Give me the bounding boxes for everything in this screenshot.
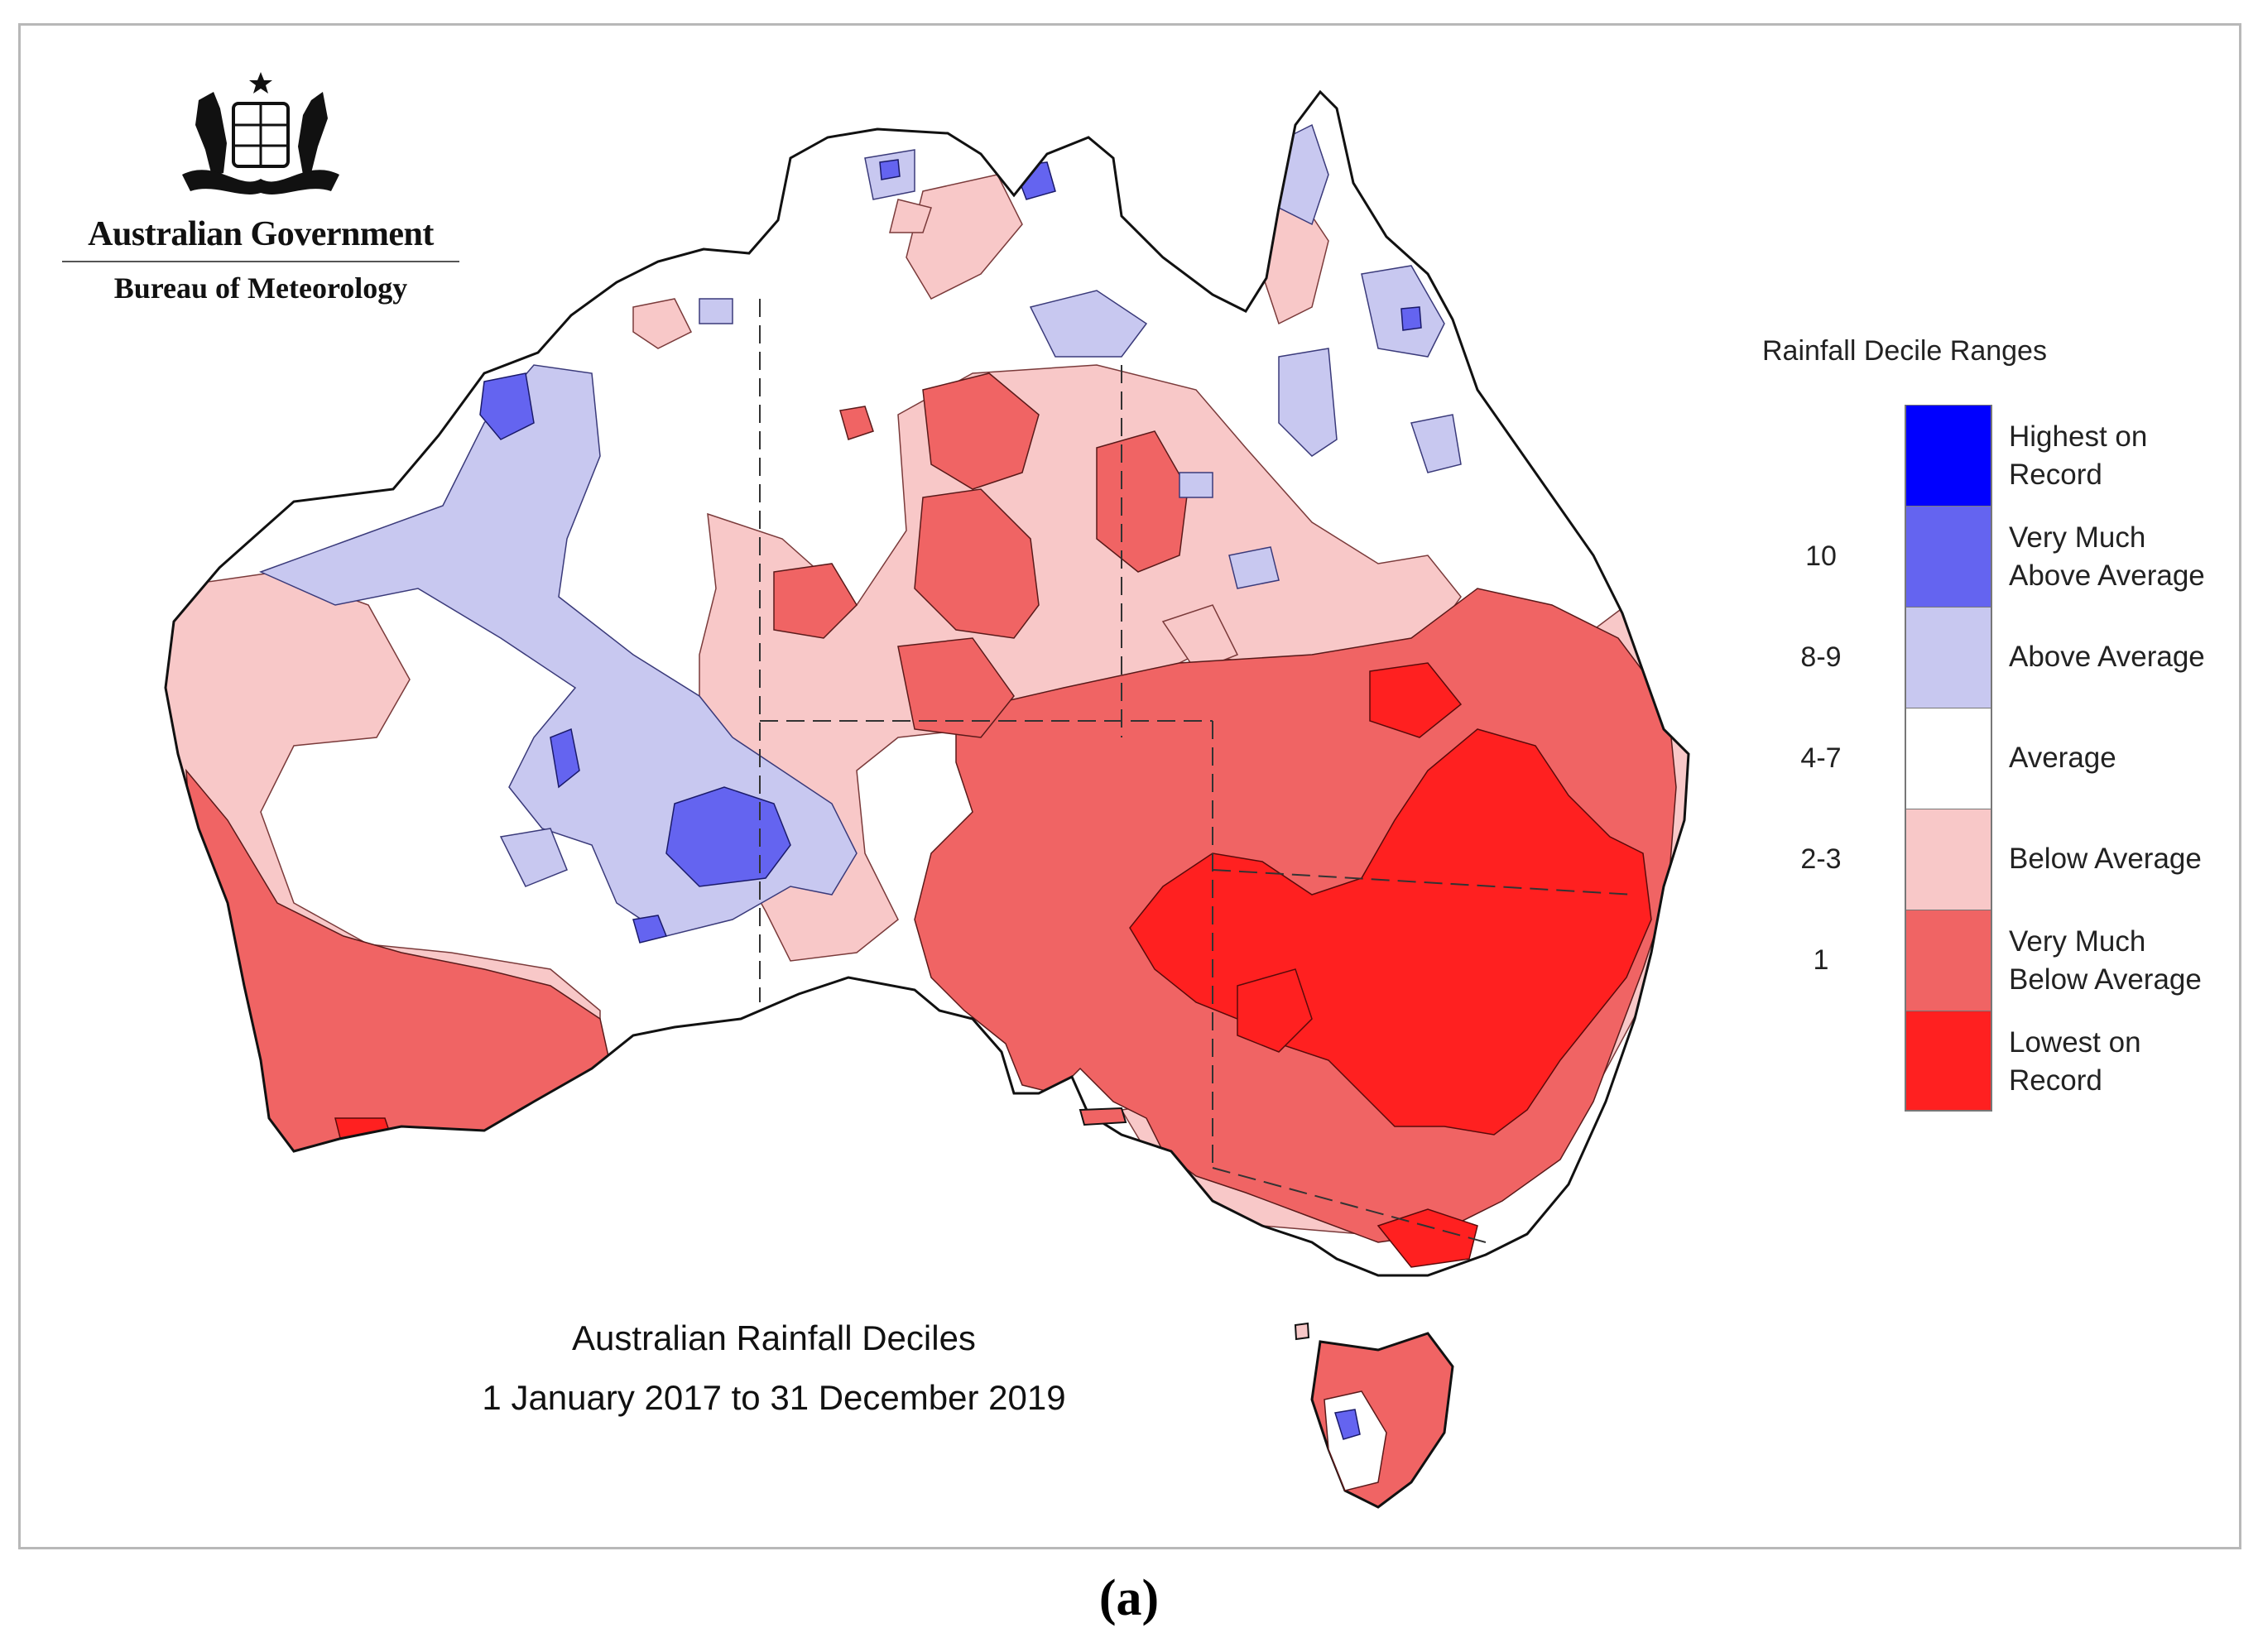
government-name: Australian Government [88,215,434,253]
legend-label: Very Much Below Average [2009,925,2202,996]
legend-swatch [1905,1011,1992,1112]
legend-decile: 10 [1805,540,1837,572]
legend-item: 8-9 Above Average [1775,607,2239,708]
legend: Highest on Record 10 Very Much Above Avera… [1775,405,2239,1112]
legend-swatch [1905,607,1992,708]
bureau-logo: Australian Government Bureau of Meteorol… [62,67,459,305]
legend-swatch [1905,708,1992,809]
legend-label: Lowest on Record [2009,1026,2141,1097]
legend-label: Below Average [2009,843,2202,875]
legend-item: 4-7 Average [1775,708,2239,809]
legend-item: Highest on Record [1775,405,2239,506]
legend-label: Very Much Above Average [2009,521,2205,592]
legend-decile: 4-7 [1800,742,1842,774]
legend-swatch [1905,910,1992,1011]
legend-item: 2-3 Below Average [1775,809,2239,910]
legend-item: 10 Very Much Above Average [1775,506,2239,607]
map-figure: Australian Government Bureau of Meteorol… [18,23,2241,1549]
state-borders [759,299,1636,1243]
legend-swatch [1905,506,1992,607]
map-title: Australian Rainfall Deciles 1 January 20… [435,1309,1113,1428]
map-title-line1: Australian Rainfall Deciles [572,1318,976,1357]
legend-label: Average [2009,742,2116,774]
legend-item: Lowest on Record [1775,1011,2239,1112]
legend-swatch [1905,809,1992,910]
map-title-line2: 1 January 2017 to 31 December 2019 [482,1378,1066,1417]
bureau-name: Bureau of Meteorology [113,271,408,305]
legend-label: Above Average [2009,641,2205,673]
legend-title: Rainfall Decile Ranges [1762,335,2047,367]
legend-decile: 1 [1813,944,1829,976]
legend-item: 1 Very Much Below Average [1775,910,2239,1011]
legend-decile: 2-3 [1800,843,1842,875]
legend-label: Highest on Record [2009,420,2148,491]
figure-caption: (a) [1098,1570,1160,1626]
commonwealth-coat-of-arms-icon [182,72,339,194]
australia-rainfall-map [164,90,1690,1509]
legend-decile: 8-9 [1800,641,1842,673]
legend-swatch [1905,405,1992,506]
logo-divider [62,261,459,262]
tasmania [1310,1332,1454,1509]
